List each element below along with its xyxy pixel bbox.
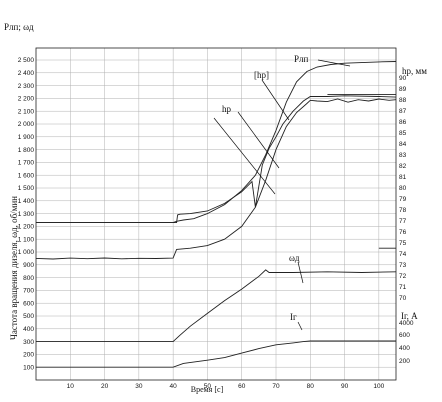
left-tick-label: 100 <box>23 364 34 371</box>
left-tick-label: 700 <box>23 288 34 295</box>
right-axis-h-ticks: 70 71 72 73 74 75 76 77 78 79 80 81 82 83 84 85 86 87 88 89… <box>399 75 407 302</box>
right-i-tick-label: 4000 <box>399 320 414 327</box>
left-tick-label: 2 500 <box>18 57 35 64</box>
left-tick-label: 600 <box>23 300 34 307</box>
right-h-tick-label: 89 <box>399 86 407 93</box>
right-h-tick-label: 77 <box>399 218 407 225</box>
leader-hr-bracket <box>261 79 290 121</box>
x-tick-label: 80 <box>307 383 315 390</box>
left-tick-label: 1 600 <box>18 172 35 179</box>
series-layer <box>35 61 397 368</box>
x-tick-label: 10 <box>67 383 75 390</box>
right-h-tick-label: 83 <box>399 152 407 159</box>
left-tick-label: 1 000 <box>18 249 35 256</box>
left-tick-label: 1 500 <box>18 185 35 192</box>
left-tick-label: 2 100 <box>18 108 35 115</box>
x-axis-ticks: 10 20 30 40 50 60 70 80 90 100 <box>67 383 385 390</box>
left-tick-label: 900 <box>23 262 34 269</box>
right-h-tick-label: 79 <box>399 196 407 203</box>
series-line-ig <box>36 340 396 368</box>
left-tick-label: 1 900 <box>18 134 35 141</box>
right-i-tick-label: 600 <box>399 332 410 339</box>
series-line-hr <box>35 98 397 260</box>
right-h-tick-label: 76 <box>399 229 407 236</box>
right-h-tick-label: 90 <box>399 75 407 82</box>
right-h-tick-label: 88 <box>399 97 407 104</box>
left-tick-label: 2 200 <box>18 96 35 103</box>
left-tick-label: 500 <box>23 313 34 320</box>
leader-omega <box>297 261 304 284</box>
right-h-tick-label: 73 <box>399 262 407 269</box>
right-axis-i-title: Iг, А <box>401 311 418 321</box>
x-tick-label: 20 <box>101 383 109 390</box>
right-i-tick-label: 200 <box>399 358 410 365</box>
right-h-tick-label: 71 <box>399 284 407 291</box>
left-tick-label: 300 <box>23 339 34 346</box>
left-tick-label: 200 <box>23 352 34 359</box>
left-tick-label: 2 000 <box>18 121 35 128</box>
left-tick-label: 800 <box>23 275 34 282</box>
x-tick-label: 40 <box>170 383 178 390</box>
right-h-tick-label: 74 <box>399 251 407 258</box>
x-tick-label: 70 <box>272 383 280 390</box>
x-tick-label: 60 <box>238 383 246 390</box>
right-h-tick-label: 82 <box>399 163 407 170</box>
right-h-tick-label: 80 <box>399 185 407 192</box>
leader-hr <box>237 111 280 169</box>
right-h-tick-label: 72 <box>399 273 407 280</box>
x-tick-label: 30 <box>135 383 143 390</box>
leader-plp <box>317 59 351 67</box>
right-h-tick-label: 86 <box>399 119 407 126</box>
right-h-tick-label: 78 <box>399 207 407 214</box>
left-tick-label: 400 <box>23 326 34 333</box>
right-axis-h-title: hр, мм <box>402 66 427 76</box>
annotation-omega: ωд <box>289 253 300 263</box>
right-h-tick-label: 84 <box>399 141 407 148</box>
left-tick-label: 1 100 <box>18 236 35 243</box>
left-tick-label: 2 300 <box>18 83 35 90</box>
left-tick-label: 2 400 <box>18 70 35 77</box>
right-axis-i-ticks: 200 400 600 4000 <box>399 320 414 365</box>
x-tick-label: 50 <box>204 383 212 390</box>
leader-hr-lower <box>213 117 276 195</box>
x-tick-label: 90 <box>341 383 349 390</box>
left-tick-label: 1 200 <box>18 224 35 231</box>
left-tick-label: 1 800 <box>18 147 35 154</box>
left-tick-label: 1 300 <box>18 211 35 218</box>
annotation-ig: Iг <box>290 312 297 322</box>
right-i-tick-label: 400 <box>399 345 410 352</box>
left-tick-label: 1 400 <box>18 198 35 205</box>
right-h-tick-label: 85 <box>399 130 407 137</box>
right-h-tick-label: 75 <box>399 240 407 247</box>
right-h-tick-label: 70 <box>399 295 407 302</box>
plot-frame <box>35 47 397 381</box>
grid-lines <box>36 48 396 380</box>
annotation-hr: hр <box>222 104 232 114</box>
annotation-hr-bracket: [hр] <box>254 70 269 80</box>
x-axis-label: Время [c] <box>191 385 224 394</box>
series-line-omega <box>36 269 397 343</box>
annotation-plp: Pлп <box>294 54 308 64</box>
series-line-hr-bracket <box>36 95 397 224</box>
left-tick-label: 1 700 <box>18 160 35 167</box>
right-h-tick-label: 87 <box>399 108 407 115</box>
series-line-plp <box>36 61 397 224</box>
left-axis-title: Pлп; ωд <box>4 22 34 32</box>
left-axis-ticks: 100 200 300 400 500 600 700 800 900 1 000 1 100 1 2… <box>18 57 35 371</box>
leader-ig <box>297 321 303 331</box>
annotation-leaders <box>213 59 351 331</box>
x-tick-label: 100 <box>373 383 384 390</box>
left-axis-label: Частота вращения дизеля, ωд, об/мин <box>9 196 19 340</box>
right-h-tick-label: 81 <box>399 174 407 181</box>
